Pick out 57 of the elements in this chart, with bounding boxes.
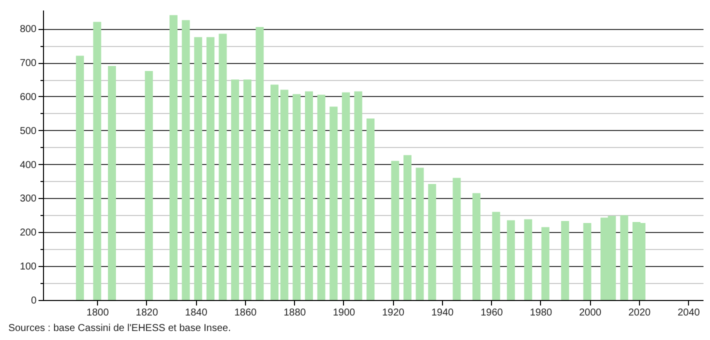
bar <box>243 80 252 300</box>
bar <box>541 227 550 300</box>
bar <box>270 84 278 300</box>
x-tick-label: 1960 <box>480 308 504 318</box>
y-tick-label: 500 <box>20 126 37 137</box>
bar <box>620 215 628 300</box>
bar <box>391 160 400 300</box>
bar <box>342 92 350 300</box>
bar <box>524 219 532 300</box>
x-tick-label: 2000 <box>579 308 602 318</box>
bar <box>428 184 436 300</box>
x-tick-label: 2040 <box>678 308 700 318</box>
bar <box>108 66 116 300</box>
x-tick-label: 1920 <box>382 308 405 318</box>
bar <box>182 20 190 300</box>
bar <box>304 91 313 300</box>
bar <box>366 118 375 300</box>
y-tick-label: 800 <box>20 24 37 36</box>
x-tick-label: 1880 <box>284 308 306 318</box>
bar <box>583 223 592 300</box>
y-tick-label: 0 <box>30 296 37 306</box>
y-tick-label: 600 <box>20 92 37 103</box>
bar <box>194 37 202 300</box>
bar <box>206 37 214 300</box>
bar <box>76 56 84 300</box>
bar <box>354 91 362 300</box>
y-tick-label: 100 <box>20 262 37 273</box>
source-note: Sources : base Cassini de l'EHESS et base Insee. <box>8 323 231 334</box>
x-tick-label: 1800 <box>86 308 110 318</box>
bar <box>330 106 338 300</box>
x-tick-label: 1980 <box>530 308 553 318</box>
bar <box>144 71 153 300</box>
x-tick-label: 1940 <box>431 308 454 318</box>
bar <box>231 80 240 300</box>
bar <box>416 168 424 300</box>
y-tick-label: 200 <box>20 228 37 239</box>
x-tick-label: 1900 <box>332 308 356 318</box>
bar <box>317 94 326 300</box>
bar <box>492 212 500 300</box>
x-tick-label: 2020 <box>628 308 652 318</box>
x-tick-label: 1820 <box>136 308 158 318</box>
bar <box>472 193 480 300</box>
bar <box>561 220 570 300</box>
bar <box>93 22 102 300</box>
bar <box>292 94 301 300</box>
y-tick-label: 300 <box>20 194 37 205</box>
bar <box>218 34 227 300</box>
bar <box>506 220 515 300</box>
x-tick-label: 1860 <box>234 308 257 318</box>
bar <box>256 26 264 300</box>
bar <box>280 90 288 300</box>
bar <box>403 155 412 300</box>
bar <box>170 15 178 300</box>
y-tick-label: 400 <box>20 160 37 171</box>
bar <box>452 178 461 300</box>
x-tick-label: 1840 <box>185 308 208 318</box>
y-tick-label: 700 <box>20 58 37 70</box>
